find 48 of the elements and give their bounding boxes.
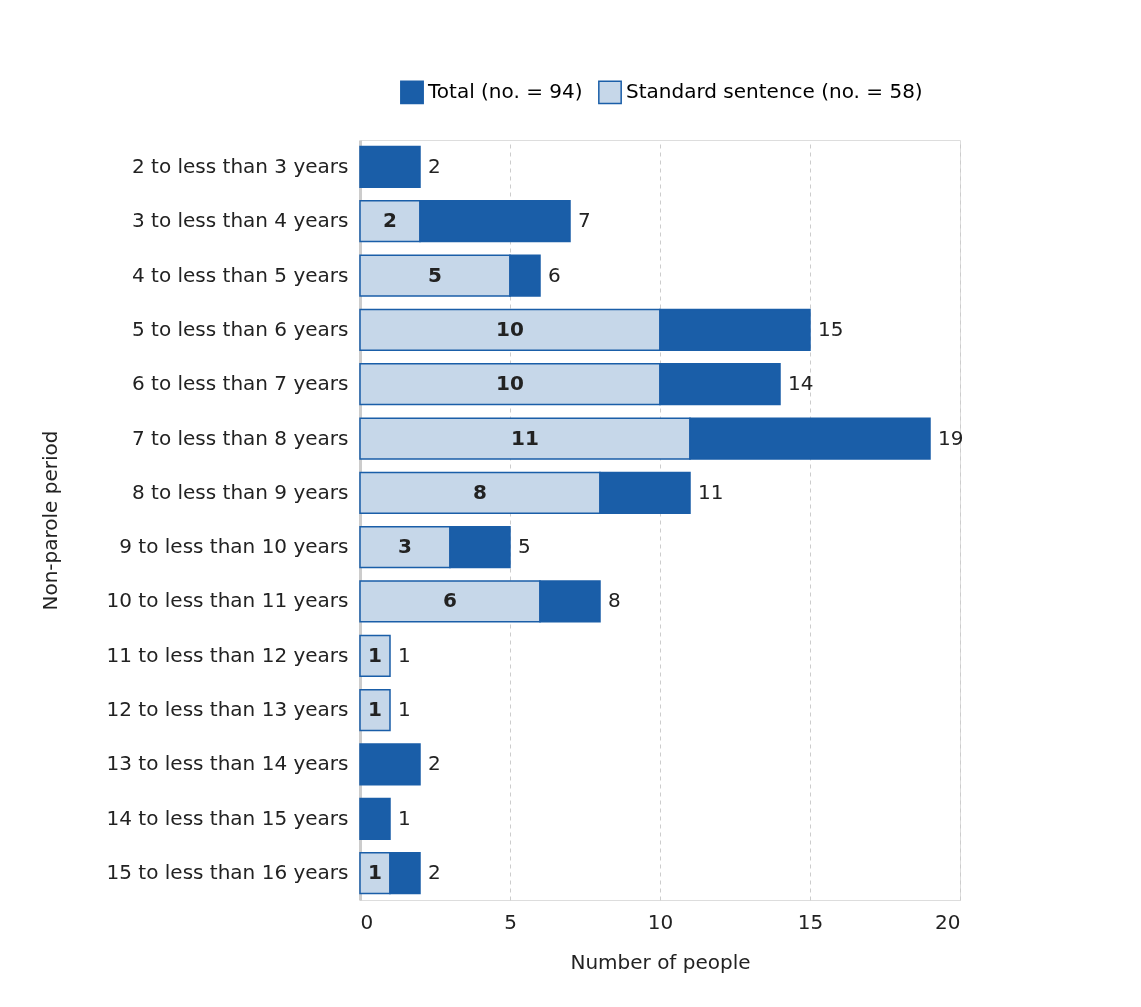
data-label: 10 xyxy=(496,371,524,396)
y-tick-label: 6 to less than 7 years xyxy=(131,371,349,396)
total-label: 8 xyxy=(608,588,621,613)
x-axis-title: Number of people xyxy=(570,949,751,974)
y-tick-label: 9 to less than 10 years xyxy=(119,534,349,559)
legend-label: Standard sentence (no. = 58) xyxy=(626,79,923,104)
y-tick-label: 11 to less than 12 years xyxy=(106,642,349,667)
data-label: 5 xyxy=(428,262,442,287)
total-label: 2 xyxy=(428,751,441,776)
data-label: 3 xyxy=(398,534,412,559)
y-tick-label: 10 to less than 11 years xyxy=(106,588,349,613)
y-tick-label: 8 to less than 9 years xyxy=(131,479,349,504)
data-label: 1 xyxy=(368,860,382,885)
total-label: 14 xyxy=(788,371,814,396)
total-label: 2 xyxy=(428,153,441,178)
total-label: 5 xyxy=(518,534,531,559)
total-label: 1 xyxy=(398,805,411,830)
data-label: 2 xyxy=(383,208,397,233)
data-label: 8 xyxy=(473,479,487,504)
y-tick-label: 2 to less than 3 years xyxy=(131,153,349,178)
data-label: 6 xyxy=(443,588,457,613)
x-tick-label: 15 xyxy=(797,909,824,934)
total-label: 15 xyxy=(818,316,844,341)
x-tick-label: 10 xyxy=(647,909,674,934)
data-label: 1 xyxy=(368,642,382,667)
total-label: 6 xyxy=(548,262,561,287)
y-tick-label: 15 to less than 16 years xyxy=(106,860,349,885)
y-axis-title: Non-parole period xyxy=(37,430,62,611)
total-label: 7 xyxy=(578,208,591,233)
total-label: 2 xyxy=(428,860,441,885)
data-label: 1 xyxy=(368,697,382,722)
y-tick-label: 13 to less than 14 years xyxy=(106,751,349,776)
x-tick-label: 0 xyxy=(360,909,374,934)
y-tick-label: 4 to less than 5 years xyxy=(131,262,349,287)
y-tick-label: 3 to less than 4 years xyxy=(131,208,349,233)
total-label: 1 xyxy=(398,642,411,667)
y-tick-label: 12 to less than 13 years xyxy=(106,697,349,722)
x-tick-label: 20 xyxy=(935,909,961,934)
x-tick-label: 5 xyxy=(504,909,517,934)
total-label: 1 xyxy=(398,697,411,722)
y-tick-label: 5 to less than 6 years xyxy=(131,316,349,341)
total-label: 11 xyxy=(698,479,724,504)
data-label: 10 xyxy=(496,316,524,341)
data-label: 11 xyxy=(511,425,539,450)
legend-label: Total (no. = 94) xyxy=(427,79,583,104)
y-tick-label: 7 to less than 8 years xyxy=(131,425,349,450)
y-tick-label: 14 to less than 15 years xyxy=(106,805,349,830)
total-label: 19 xyxy=(938,425,964,450)
